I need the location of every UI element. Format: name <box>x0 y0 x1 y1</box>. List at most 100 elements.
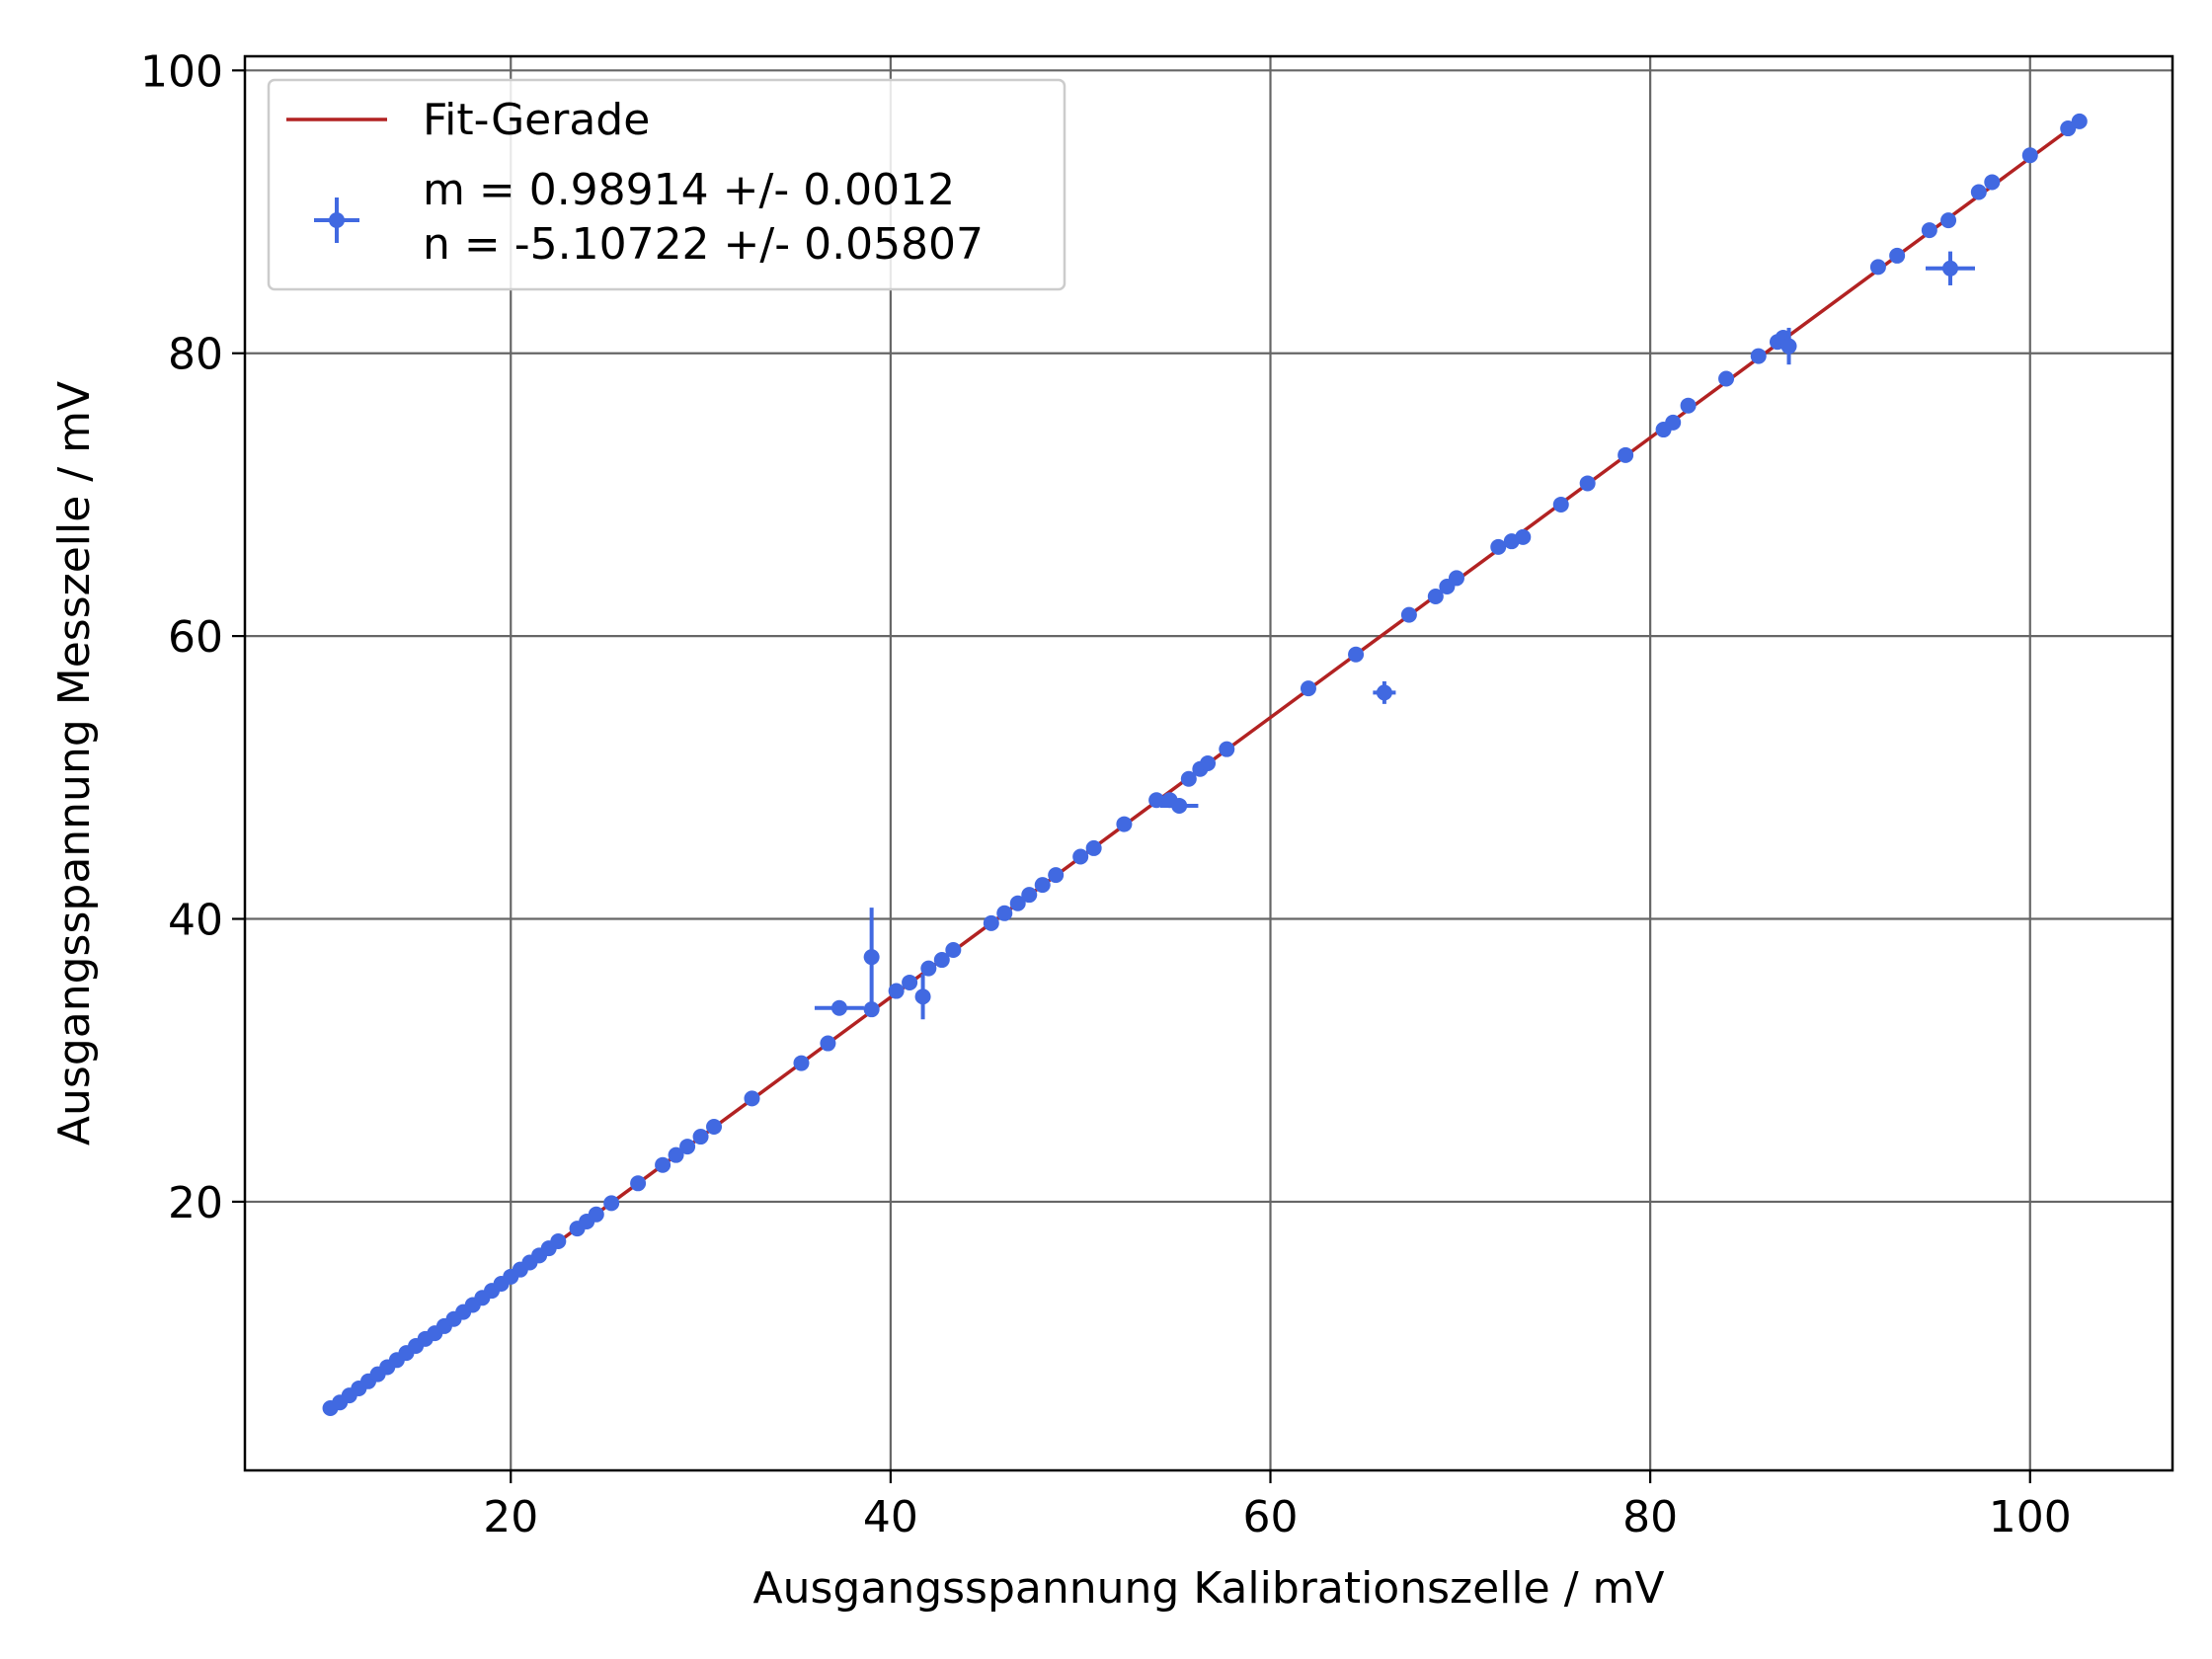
data-point <box>863 1001 880 1018</box>
legend: Fit-Gerade m = 0.98914 +/- 0.0012 n = -5… <box>267 78 1066 291</box>
data-point <box>1085 839 1102 856</box>
y-axis-label: Ausgangsspannung Messzelle / mV <box>49 381 100 1146</box>
data-point <box>1180 770 1197 787</box>
data-point-marker <box>655 1156 672 1173</box>
x-axis-ticks: 20 40 60 80 100 <box>483 1470 2072 1542</box>
data-point-marker <box>1889 247 1906 264</box>
data-point <box>1665 414 1682 431</box>
data-point <box>793 1055 810 1071</box>
data-point-marker <box>863 1001 880 1018</box>
data-point <box>1515 528 1532 545</box>
data-point-marker <box>1427 589 1444 605</box>
data-point-marker <box>630 1175 647 1192</box>
data-point <box>920 960 937 977</box>
data-point <box>1579 475 1596 492</box>
data-point <box>588 1206 604 1223</box>
grid <box>245 56 2172 1470</box>
data-point-marker <box>1116 816 1133 832</box>
data-point <box>933 952 950 969</box>
data-point-marker <box>863 949 880 966</box>
data-point-marker <box>1984 174 2001 191</box>
data-point <box>1116 816 1133 832</box>
data-point-marker <box>1970 184 1987 200</box>
data-point <box>655 1156 672 1173</box>
data-point-marker <box>1921 222 1937 239</box>
legend-box <box>267 78 1066 291</box>
data-point <box>1552 496 1569 513</box>
data-point <box>603 1195 620 1212</box>
data-point-marker <box>1490 538 1507 555</box>
data-point-marker <box>933 952 950 969</box>
data-point <box>888 983 905 999</box>
data-point <box>1300 680 1316 697</box>
data-point-marker <box>1034 877 1051 894</box>
data-point-marker <box>793 1055 810 1071</box>
data-point-marker <box>820 1035 836 1052</box>
data-points-layer <box>322 113 2088 1416</box>
data-point <box>1448 570 1464 587</box>
data-point <box>1750 348 1767 364</box>
data-point <box>1427 589 1444 605</box>
legend-fit-label: Fit-Gerade <box>423 95 650 145</box>
data-point <box>1921 222 1937 239</box>
data-point-marker <box>1400 606 1417 623</box>
data-point-marker <box>1021 887 1038 904</box>
data-point <box>863 908 880 1007</box>
data-point-marker <box>914 988 931 1005</box>
x-tick-label: 100 <box>1989 1492 2072 1542</box>
data-point-marker <box>1680 397 1697 414</box>
data-point <box>550 1233 567 1250</box>
data-point-marker <box>1348 646 1365 663</box>
y-tick-label: 40 <box>168 896 223 946</box>
data-point-marker <box>1300 680 1316 697</box>
data-point-marker <box>1219 741 1235 757</box>
data-point-marker <box>1200 755 1217 771</box>
legend-data-label-line2: n = -5.10722 +/- 0.05807 <box>423 219 984 270</box>
data-point-marker <box>830 999 847 1016</box>
data-point-marker <box>706 1119 723 1136</box>
data-point <box>1400 606 1417 623</box>
data-point <box>1984 174 2001 191</box>
data-point <box>1048 867 1065 884</box>
data-point-marker <box>920 960 937 977</box>
legend-data-label-line1: m = 0.98914 +/- 0.0012 <box>423 165 955 215</box>
y-tick-label: 60 <box>168 612 223 663</box>
data-point-marker <box>603 1195 620 1212</box>
data-point-marker <box>1940 212 1957 229</box>
data-point-marker <box>1180 770 1197 787</box>
data-point-marker <box>1750 348 1767 364</box>
data-point <box>1889 247 1906 264</box>
data-point-marker <box>668 1146 684 1163</box>
data-point <box>1940 212 1957 229</box>
data-point-marker <box>1171 797 1188 814</box>
data-point <box>2071 113 2088 129</box>
data-point-marker <box>692 1129 709 1146</box>
data-point <box>914 974 931 1020</box>
data-point <box>1780 327 1797 365</box>
data-point-marker <box>1718 370 1735 387</box>
data-point <box>2060 120 2077 137</box>
data-point <box>1021 887 1038 904</box>
data-point <box>679 1139 696 1155</box>
data-point-marker <box>1009 895 1026 911</box>
data-point <box>1718 370 1735 387</box>
data-point-marker <box>1376 684 1392 701</box>
data-point-marker <box>744 1090 760 1107</box>
data-point-marker <box>945 942 962 959</box>
data-point <box>1680 397 1697 414</box>
data-point <box>1925 251 1975 285</box>
data-point <box>1219 741 1235 757</box>
data-point-marker <box>1869 259 1886 276</box>
data-point-marker <box>1941 260 1958 276</box>
data-point <box>1348 646 1365 663</box>
data-point-marker <box>550 1233 567 1250</box>
x-tick-label: 80 <box>1622 1492 1678 1542</box>
data-point <box>996 905 1013 921</box>
data-point <box>630 1175 647 1192</box>
legend-data-marker <box>314 198 359 243</box>
y-axis-ticks: 20 40 60 80 100 <box>140 46 245 1228</box>
x-tick-label: 60 <box>1243 1492 1299 1542</box>
data-point <box>1159 797 1199 814</box>
data-point-marker <box>983 914 999 931</box>
